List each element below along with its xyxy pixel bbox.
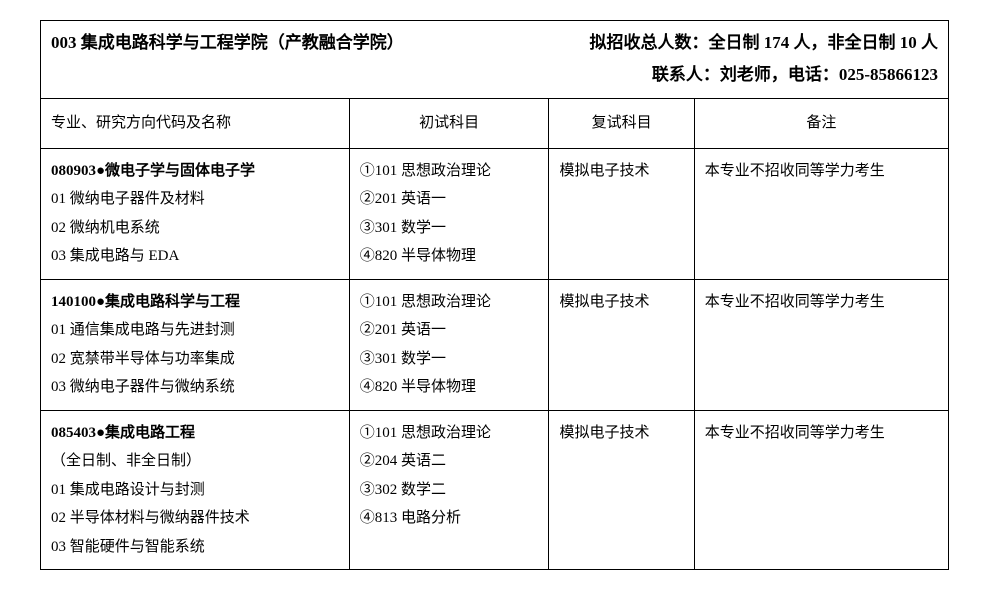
prelim-subject: ④820 半导体物理 bbox=[360, 242, 539, 271]
col-header-major: 专业、研究方向代码及名称 bbox=[41, 98, 350, 148]
prelim-subject: ②201 英语一 bbox=[360, 316, 539, 345]
prelim-subject: ②201 英语一 bbox=[360, 185, 539, 214]
major-title: 080903●微电子学与固体电子学 bbox=[51, 157, 339, 186]
header-cell: 003 集成电路科学与工程学院（产教融合学院） 拟招收总人数：全日制 174 人… bbox=[41, 21, 949, 99]
major-title: 140100●集成电路科学与工程 bbox=[51, 288, 339, 317]
reexam-subject-cell: 模拟电子技术 bbox=[549, 279, 694, 410]
reexam-subject-cell: 模拟电子技术 bbox=[549, 148, 694, 279]
admissions-table: 003 集成电路科学与工程学院（产教融合学院） 拟招收总人数：全日制 174 人… bbox=[40, 20, 949, 570]
remark-cell: 本专业不招收同等学力考生 bbox=[694, 148, 948, 279]
major-cell: 080903●微电子学与固体电子学01 微纳电子器件及材料02 微纳机电系统03… bbox=[41, 148, 350, 279]
prelim-subject: ④813 电路分析 bbox=[360, 504, 539, 533]
research-direction: 02 宽禁带半导体与功率集成 bbox=[51, 345, 339, 374]
major-cell: 140100●集成电路科学与工程01 通信集成电路与先进封测02 宽禁带半导体与… bbox=[41, 279, 350, 410]
col-header-reexam: 复试科目 bbox=[549, 98, 694, 148]
research-direction: 01 通信集成电路与先进封测 bbox=[51, 316, 339, 345]
col-header-prelim: 初试科目 bbox=[349, 98, 549, 148]
research-direction: 02 半导体材料与微纳器件技术 bbox=[51, 504, 339, 533]
research-direction: 03 集成电路与 EDA bbox=[51, 242, 339, 271]
prelim-subject: ①101 思想政治理论 bbox=[360, 157, 539, 186]
prelim-subjects-cell: ①101 思想政治理论②201 英语一③301 数学一④820 半导体物理 bbox=[349, 148, 549, 279]
research-direction: 02 微纳机电系统 bbox=[51, 214, 339, 243]
major-cell: 085403●集成电路工程（全日制、非全日制）01 集成电路设计与封测02 半导… bbox=[41, 410, 350, 570]
prelim-subject: ①101 思想政治理论 bbox=[360, 288, 539, 317]
column-header-row: 专业、研究方向代码及名称 初试科目 复试科目 备注 bbox=[41, 98, 949, 148]
table-row: 080903●微电子学与固体电子学01 微纳电子器件及材料02 微纳机电系统03… bbox=[41, 148, 949, 279]
prelim-subject: ②204 英语二 bbox=[360, 447, 539, 476]
research-direction: 03 智能硬件与智能系统 bbox=[51, 533, 339, 562]
remark-cell: 本专业不招收同等学力考生 bbox=[694, 279, 948, 410]
table-header-row: 003 集成电路科学与工程学院（产教融合学院） 拟招收总人数：全日制 174 人… bbox=[41, 21, 949, 99]
research-direction: 03 微纳电子器件与微纳系统 bbox=[51, 373, 339, 402]
table-row: 140100●集成电路科学与工程01 通信集成电路与先进封测02 宽禁带半导体与… bbox=[41, 279, 949, 410]
prelim-subject: ④820 半导体物理 bbox=[360, 373, 539, 402]
college-title: 003 集成电路科学与工程学院（产教融合学院） bbox=[51, 27, 404, 92]
research-direction: 01 微纳电子器件及材料 bbox=[51, 185, 339, 214]
table-row: 085403●集成电路工程（全日制、非全日制）01 集成电路设计与封测02 半导… bbox=[41, 410, 949, 570]
prelim-subject: ①101 思想政治理论 bbox=[360, 419, 539, 448]
col-header-remark: 备注 bbox=[694, 98, 948, 148]
reexam-subject-cell: 模拟电子技术 bbox=[549, 410, 694, 570]
prelim-subject: ③301 数学一 bbox=[360, 214, 539, 243]
remark-cell: 本专业不招收同等学力考生 bbox=[694, 410, 948, 570]
enrollment-info: 拟招收总人数：全日制 174 人，非全日制 10 人 bbox=[590, 27, 939, 59]
prelim-subjects-cell: ①101 思想政治理论②204 英语二③302 数学二④813 电路分析 bbox=[349, 410, 549, 570]
research-direction: 01 集成电路设计与封测 bbox=[51, 476, 339, 505]
research-direction: （全日制、非全日制） bbox=[51, 447, 339, 476]
prelim-subject: ③302 数学二 bbox=[360, 476, 539, 505]
prelim-subjects-cell: ①101 思想政治理论②201 英语一③301 数学一④820 半导体物理 bbox=[349, 279, 549, 410]
prelim-subject: ③301 数学一 bbox=[360, 345, 539, 374]
contact-info: 联系人：刘老师，电话：025-85866123 bbox=[590, 59, 939, 91]
major-title: 085403●集成电路工程 bbox=[51, 419, 339, 448]
